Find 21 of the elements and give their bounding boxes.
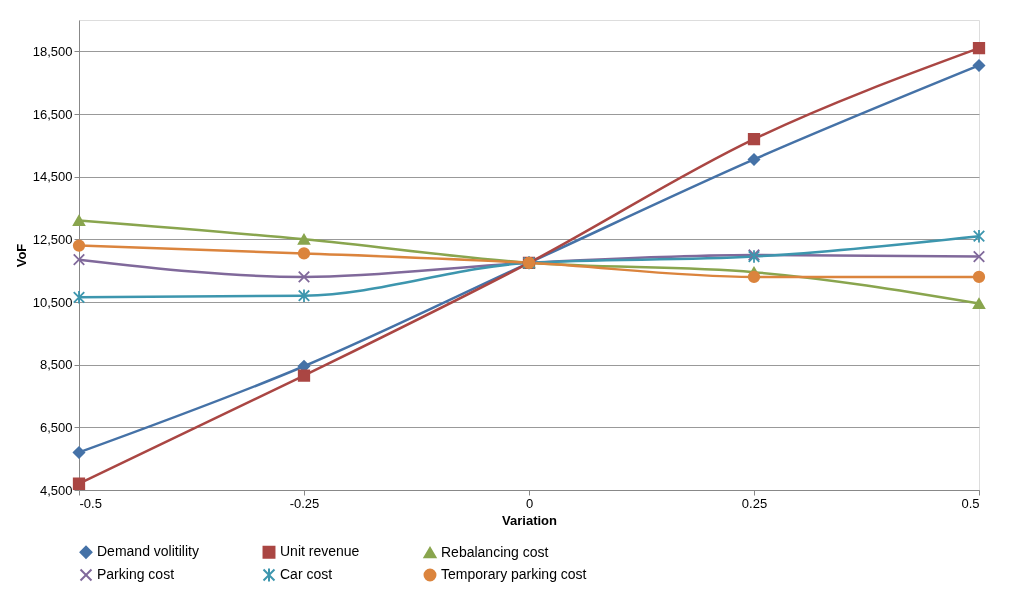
legend-label: Parking cost — [97, 566, 175, 582]
legend-label: Car cost — [280, 566, 333, 582]
y-tick-label: 6,500 — [39, 419, 73, 435]
legend-label: Demand volitility — [97, 543, 199, 560]
y-tick-label: 4,500 — [39, 482, 73, 498]
x-tick-label: 0.25 — [741, 495, 768, 511]
y-tick-label: 12,500 — [32, 231, 73, 247]
y-tick-label: 10,500 — [32, 294, 73, 310]
legend-label: Temporary parking cost — [441, 566, 587, 582]
y-axis-title: VoF — [13, 243, 29, 268]
x-tick-label: -0.5 — [79, 495, 102, 511]
y-tick-label: 14,500 — [32, 169, 73, 185]
x-axis-title: Variation — [502, 512, 558, 528]
y-tick-label: 16,500 — [32, 106, 73, 122]
x-tick-label: -0.25 — [289, 495, 320, 511]
x-tick-label: 0 — [525, 495, 534, 511]
x-tick-label: 0.5 — [961, 495, 980, 511]
y-tick-label: 18,500 — [32, 43, 73, 59]
legend-label: Rebalancing cost — [441, 543, 549, 560]
legend-label: Unit revenue — [280, 543, 360, 560]
y-tick-label: 8,500 — [39, 357, 73, 373]
